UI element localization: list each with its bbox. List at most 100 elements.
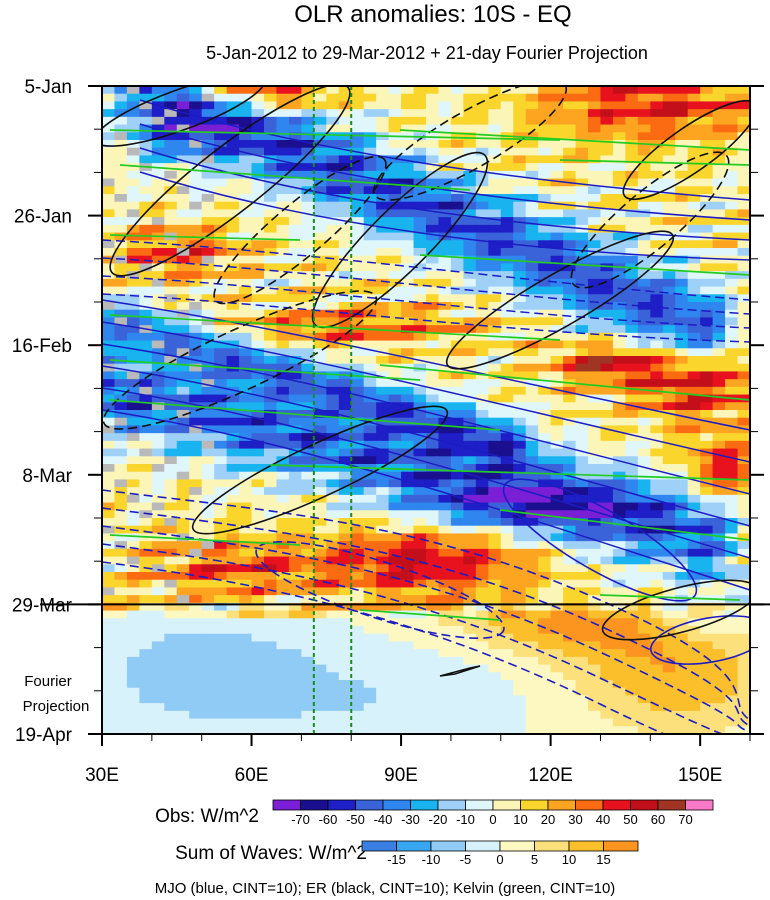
anomaly-cell (326, 440, 340, 450)
anomaly-cell (313, 548, 327, 558)
anomaly-cell (363, 340, 377, 349)
anomaly-cell (563, 610, 577, 619)
anomaly-cell (550, 448, 564, 457)
anomaly-cell (513, 356, 527, 365)
anomaly-cell (126, 417, 140, 427)
anomaly-cell (475, 394, 489, 403)
anomaly-cell (114, 525, 128, 535)
anomaly-cell (126, 155, 140, 164)
anomaly-cell (538, 587, 552, 596)
anomaly-cell (463, 379, 477, 388)
anomaly-cell (675, 548, 689, 558)
anomaly-cell (612, 248, 626, 257)
anomaly-cell (376, 248, 390, 257)
anomaly-cell (550, 255, 564, 265)
anomaly-cell (239, 510, 253, 519)
anomaly-cell (725, 440, 739, 450)
anomaly-cell (313, 456, 327, 465)
anomaly-cell (114, 556, 128, 565)
anomaly-cell (326, 394, 340, 403)
anomaly-cell (176, 618, 190, 627)
anomaly-cell (151, 726, 165, 734)
anomaly-cell (126, 394, 140, 403)
anomaly-cell (450, 417, 464, 427)
anomaly-cell (426, 294, 440, 303)
anomaly-cell (151, 194, 165, 203)
anomaly-cell (201, 703, 215, 712)
anomaly-cell (139, 116, 153, 126)
anomaly-cell (612, 86, 626, 95)
anomaly-cell (725, 278, 739, 288)
anomaly-cell (201, 201, 215, 211)
anomaly-cell (637, 178, 651, 187)
anomaly-cell (351, 471, 365, 481)
anomaly-cell (650, 155, 664, 164)
anomaly-cell (737, 579, 750, 589)
anomaly-cell (525, 147, 539, 157)
anomaly-cell (376, 417, 390, 427)
anomaly-cell (588, 425, 602, 434)
anomaly-cell (363, 170, 377, 180)
anomaly-cell (413, 271, 427, 280)
anomaly-cell (675, 494, 689, 504)
anomaly-cell (588, 309, 602, 319)
anomaly-cell (700, 124, 714, 133)
anomaly-cell (226, 564, 240, 573)
anomaly-cell (164, 494, 178, 504)
anomaly-cell (363, 194, 377, 203)
anomaly-cell (725, 371, 739, 380)
anomaly-cell (276, 464, 290, 473)
anomaly-cell (102, 294, 116, 303)
anomaly-cell (463, 641, 477, 650)
anomaly-cell (139, 610, 153, 619)
anomaly-cell (102, 510, 116, 519)
anomaly-cell (637, 602, 651, 612)
anomaly-cell (612, 186, 626, 195)
anomaly-cell (513, 703, 527, 712)
anomaly-cell (264, 332, 278, 342)
anomaly-cell (550, 417, 564, 427)
anomaly-cell (475, 93, 489, 103)
anomaly-cell (189, 309, 203, 319)
anomaly-cell (600, 687, 614, 697)
anomaly-cell (525, 194, 539, 203)
anomaly-cell (550, 579, 564, 589)
anomaly-cell (550, 479, 564, 488)
anomaly-cell (388, 348, 402, 357)
anomaly-cell (288, 518, 302, 527)
anomaly-cell (376, 224, 390, 234)
anomaly-cell (488, 217, 502, 226)
anomaly-cell (126, 579, 140, 589)
anomaly-cell (326, 556, 340, 565)
anomaly-cell (363, 186, 377, 195)
anomaly-cell (700, 201, 714, 211)
anomaly-cell (151, 332, 165, 342)
anomaly-cell (637, 533, 651, 542)
anomaly-cell (675, 286, 689, 295)
anomaly-cell (388, 356, 402, 365)
colorbar-label: 20 (541, 812, 555, 827)
anomaly-cell (637, 170, 651, 180)
anomaly-cell (426, 271, 440, 280)
anomaly-cell (650, 672, 664, 681)
anomaly-cell (700, 440, 714, 450)
anomaly-cell (725, 332, 739, 342)
anomaly-cell (687, 217, 701, 226)
anomaly-cell (675, 579, 689, 589)
anomaly-cell (176, 155, 190, 164)
anomaly-cell (288, 209, 302, 218)
anomaly-cell (737, 548, 750, 558)
anomaly-cell (525, 572, 539, 581)
anomaly-cell (550, 178, 564, 187)
anomaly-cell (538, 386, 552, 396)
anomaly-cell (176, 494, 190, 504)
anomaly-cell (363, 309, 377, 319)
anomaly-cell (488, 710, 502, 720)
anomaly-cell (176, 356, 190, 365)
anomaly-cell (413, 163, 427, 172)
anomaly-cell (600, 255, 614, 265)
anomaly-cell (563, 356, 577, 365)
anomaly-cell (563, 217, 577, 226)
anomaly-cell (687, 572, 701, 581)
anomaly-cell (413, 232, 427, 241)
